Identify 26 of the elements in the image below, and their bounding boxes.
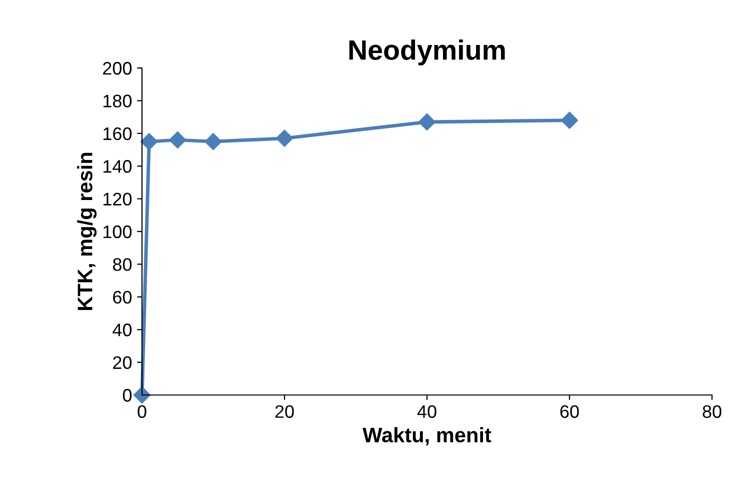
x-tick-label: 0	[138, 405, 146, 418]
y-tick-label: 200	[103, 62, 132, 75]
point	[140, 133, 158, 150]
x-tick-label: 80	[702, 405, 722, 418]
x-tick-label: 60	[560, 405, 579, 418]
y-tick-label: 160	[104, 127, 132, 140]
point	[276, 130, 294, 147]
point	[418, 113, 436, 131]
y-tick-label: 20	[113, 356, 132, 370]
y-tick-label: 80	[112, 258, 132, 271]
y-tick-label: 0	[122, 388, 132, 402]
y-axis-title: KTK, mg/g resin	[77, 152, 97, 310]
x-tick-label: 40	[417, 405, 436, 418]
point	[133, 386, 151, 404]
point	[169, 131, 186, 148]
chart-title: Neodymium	[349, 40, 505, 66]
point	[560, 112, 578, 129]
y-tick-label: 180	[104, 94, 132, 108]
x-tick-label: 20	[275, 405, 294, 418]
y-tick-label: 140	[104, 160, 132, 173]
x-axis-title: Waktu, menit	[362, 427, 492, 446]
y-tick-label: 100	[104, 225, 132, 238]
point	[204, 133, 222, 150]
y-tick-label: 60	[113, 290, 132, 304]
y-tick-label: 40	[112, 324, 132, 336]
y-tick-label: 120	[104, 192, 132, 206]
